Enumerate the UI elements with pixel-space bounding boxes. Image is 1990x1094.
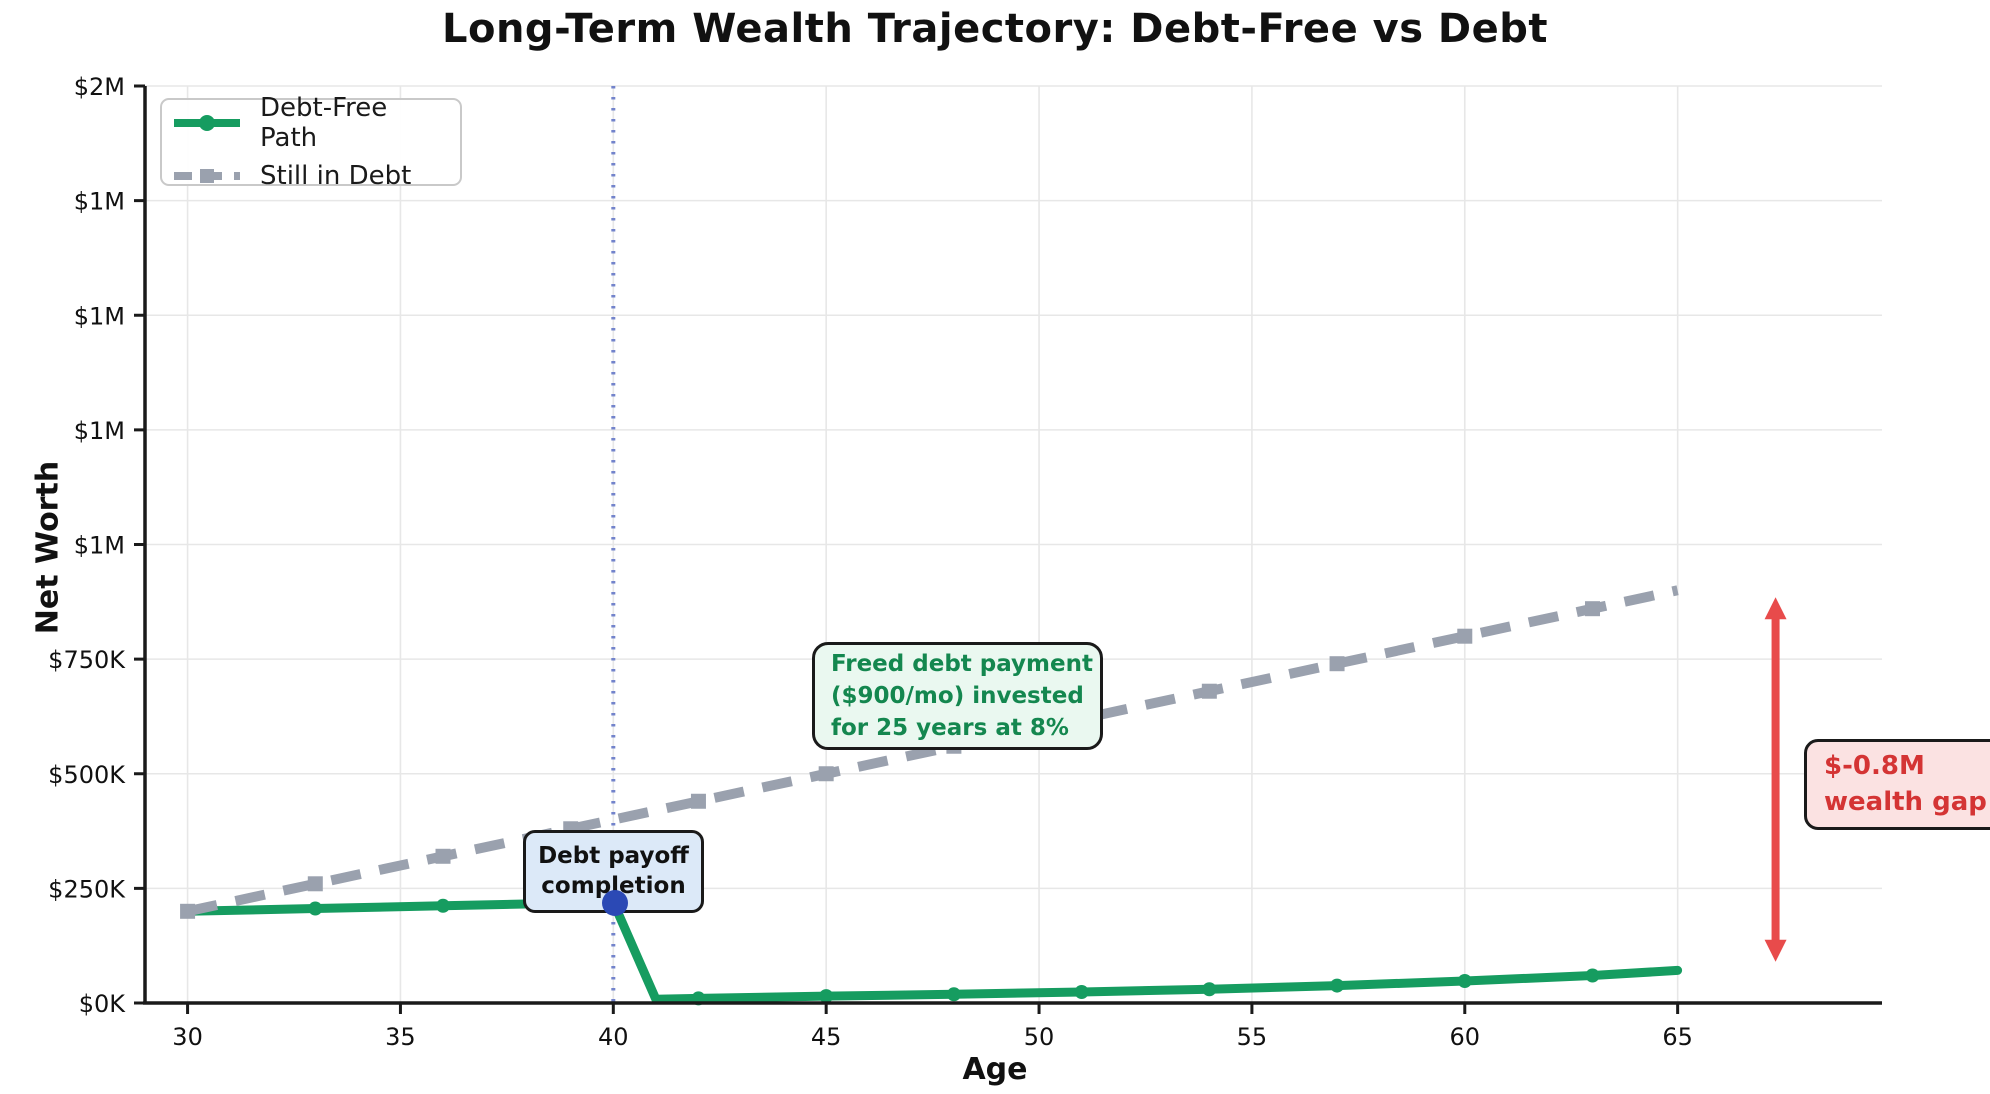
debt-free-marker <box>436 898 451 913</box>
debt-free-marker <box>1202 982 1217 997</box>
debt-free-line-icon <box>174 115 240 131</box>
y-tick-label: $1M <box>74 188 125 216</box>
debt-free-marker <box>946 987 961 1002</box>
freed-payment-annotation-line2: ($900/mo) invested <box>831 682 1084 709</box>
legend-label-still-in-debt: Still in Debt <box>260 161 412 191</box>
y-tick-label: $0K <box>79 990 127 1018</box>
debt-free-marker <box>308 901 323 916</box>
y-tick-label: $1M <box>74 302 125 330</box>
y-tick-label: $250K <box>48 875 126 903</box>
debt-free-marker <box>1585 968 1600 983</box>
still-in-debt-marker <box>818 766 834 782</box>
debt-free-marker <box>1074 984 1089 999</box>
still-in-debt-line-icon <box>174 169 240 183</box>
wealth-gap-annotation-line1: $-0.8M <box>1824 751 1925 782</box>
payoff-event-dot <box>602 890 628 916</box>
series-line-debt-free <box>183 897 1683 1004</box>
still-in-debt-marker <box>180 903 196 919</box>
freed-payment-annotation-line1: Freed debt payment <box>831 650 1093 677</box>
still-in-debt-marker <box>690 793 706 809</box>
series-line-still-in-debt <box>186 585 1679 917</box>
legend-label-debt-free: Debt-Free Path <box>260 93 388 153</box>
still-in-debt-marker <box>307 876 323 892</box>
x-tick-label: 40 <box>598 1023 629 1051</box>
chart-title: Long-Term Wealth Trajectory: Debt-Free v… <box>441 6 1549 52</box>
wealth-gap-annotation: $-0.8M wealth gap <box>1804 739 1990 830</box>
x-tick-label: 50 <box>1024 1023 1055 1051</box>
x-tick-label: 35 <box>385 1023 416 1051</box>
y-tick-label: $500K <box>48 761 126 789</box>
x-tick-label: 65 <box>1662 1023 1693 1051</box>
wealth-gap-arrow-head-bottom <box>1764 939 1787 962</box>
wealth-gap-arrow-head-top <box>1764 597 1787 620</box>
freed-payment-annotation: Freed debt payment ($900/mo) invested fo… <box>812 642 1103 750</box>
y-tick-label: $1M <box>74 417 125 445</box>
debt-free-marker <box>1330 978 1345 993</box>
x-tick-label: 30 <box>172 1023 203 1051</box>
still-in-debt-marker <box>435 848 451 864</box>
x-tick-label: 60 <box>1450 1023 1481 1051</box>
legend-item-debt-free: Debt-Free Path <box>172 93 450 153</box>
debt-free-marker <box>1457 973 1472 988</box>
legend: Debt-Free Path Still in Debt <box>160 93 462 191</box>
freed-payment-annotation-line3: for 25 years at 8% <box>831 715 1069 742</box>
y-tick-label: $2M <box>74 73 125 101</box>
still-in-debt-marker <box>1457 628 1473 644</box>
y-tick-label: $1M <box>74 532 125 560</box>
x-tick-label: 55 <box>1237 1023 1268 1051</box>
still-in-debt-marker <box>1585 601 1600 617</box>
x-axis-label: Age <box>962 1052 1028 1087</box>
legend-item-still-in-debt: Still in Debt <box>172 161 450 191</box>
debt-payoff-annotation-line1: Debt payoff <box>538 842 689 869</box>
x-tick-label: 45 <box>811 1023 842 1051</box>
still-in-debt-marker <box>1201 683 1217 699</box>
still-in-debt-marker <box>1329 656 1345 672</box>
debt-free-marker <box>819 989 834 1004</box>
wealth-gap-annotation-line2: wealth gap <box>1824 786 1987 817</box>
y-tick-label: $750K <box>48 646 126 674</box>
